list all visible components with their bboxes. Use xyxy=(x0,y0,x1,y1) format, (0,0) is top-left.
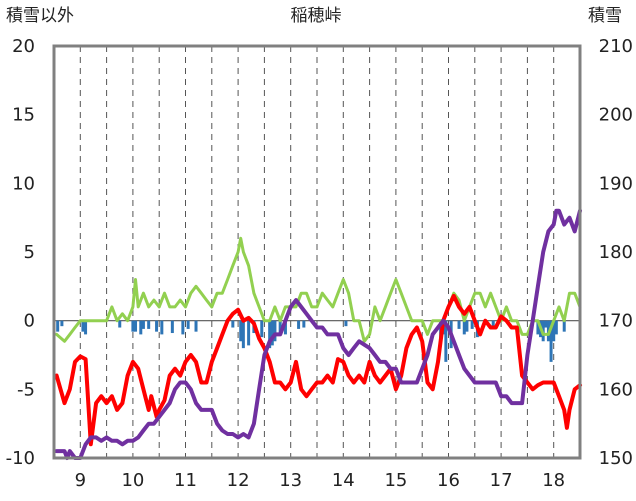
blue-bar xyxy=(186,320,190,329)
x-tick-label: 17 xyxy=(490,470,513,491)
left-tick-label: 15 xyxy=(12,105,35,126)
blue-bar xyxy=(141,320,145,329)
blue-bar xyxy=(544,320,548,328)
blue-bar xyxy=(344,320,348,327)
blue-bar xyxy=(239,320,243,342)
blue-bar xyxy=(170,320,174,334)
blue-bar xyxy=(194,320,198,332)
line-series-layer xyxy=(54,208,582,460)
blue-bar xyxy=(118,320,122,328)
x-tick-label: 12 xyxy=(227,470,250,491)
blue-bar xyxy=(84,320,88,335)
left-axis-label: 積雪以外 xyxy=(6,6,74,26)
right-tick-labels: 210 200 190 180 170 160 150 xyxy=(599,36,633,469)
x-tick-label: 14 xyxy=(332,470,355,491)
blue-bar xyxy=(131,320,135,332)
left-tick-label: 20 xyxy=(12,36,35,57)
x-tick-label: 15 xyxy=(384,470,407,491)
blue-bar xyxy=(554,320,558,335)
x-tick-label: 11 xyxy=(174,470,197,491)
blue-bar xyxy=(270,320,274,346)
blue-bar xyxy=(444,320,448,362)
blue-bar xyxy=(60,320,64,327)
blue-bar xyxy=(302,320,306,328)
blue-bar xyxy=(297,320,301,329)
blue-bar xyxy=(247,320,251,346)
blue-bar xyxy=(160,320,164,335)
blue-bar xyxy=(470,320,474,329)
x-tick-labels: 9 10 11 12 13 14 15 16 17 18 xyxy=(75,470,566,491)
left-tick-label: 0 xyxy=(24,311,35,332)
right-tick-label: 170 xyxy=(599,311,633,332)
blue-bar xyxy=(462,320,466,335)
right-tick-label: 210 xyxy=(599,36,633,57)
right-axis-label: 積雪 xyxy=(588,6,622,26)
blue-bar xyxy=(457,320,461,329)
blue-bar xyxy=(241,320,245,349)
plot-frame xyxy=(52,44,582,460)
blue-bar xyxy=(491,320,495,329)
right-tick-label: 150 xyxy=(599,448,633,469)
blue-bar xyxy=(139,320,143,335)
left-tick-label: -10 xyxy=(6,448,35,469)
blue-bar xyxy=(562,320,566,332)
blue-bar xyxy=(283,320,287,335)
chart-title: 稲穂峠 xyxy=(291,6,342,26)
x-tick-label: 10 xyxy=(121,470,144,491)
blue-bar xyxy=(147,320,151,329)
blue-bar xyxy=(549,320,553,362)
red-line-series xyxy=(54,293,582,447)
x-tick-label: 18 xyxy=(542,470,565,491)
right-tick-label: 200 xyxy=(599,105,633,126)
blue-bar xyxy=(81,320,85,332)
right-tick-label: 190 xyxy=(599,173,633,194)
right-tick-label: 160 xyxy=(599,379,633,400)
blue-bar xyxy=(260,320,264,338)
right-tick-label: 180 xyxy=(599,242,633,263)
x-tick-label: 9 xyxy=(75,470,86,491)
blue-bar xyxy=(552,320,556,342)
green-line-series xyxy=(55,236,582,343)
blue-bar xyxy=(155,320,159,332)
blue-bar xyxy=(278,320,282,334)
x-tick-label: 16 xyxy=(437,470,460,491)
blue-bar xyxy=(465,320,469,332)
left-tick-label: -5 xyxy=(17,379,35,400)
left-tick-label: 5 xyxy=(24,242,35,263)
x-tick-label: 13 xyxy=(279,470,302,491)
blue-bar xyxy=(134,320,138,332)
blue-bar xyxy=(56,320,60,332)
blue-bar xyxy=(181,320,185,335)
purple-line-series xyxy=(54,208,582,460)
left-tick-label: 10 xyxy=(12,173,35,194)
left-tick-labels: 20 15 10 5 0 -5 -10 xyxy=(6,36,35,469)
blue-bar xyxy=(273,320,277,342)
blue-bar xyxy=(536,320,540,335)
blue-bar xyxy=(231,320,235,328)
blue-bar xyxy=(268,320,272,349)
